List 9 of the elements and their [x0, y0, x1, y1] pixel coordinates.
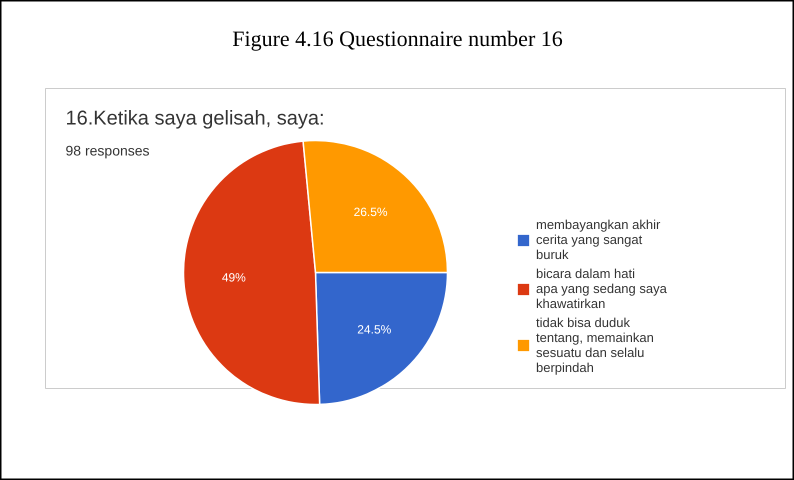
caption: Figure 4.16 Questionnaire number 16 — [232, 26, 563, 51]
chart-title: 16.Ketika saya gelisah, saya: — [66, 108, 325, 130]
data-label: 26.5% — [354, 204, 388, 219]
data-label: 24.5% — [357, 322, 392, 336]
legend-label: bicara dalam hati apa yang sedang saya khawatirkan — [536, 266, 667, 311]
data-label: 49% — [222, 270, 246, 285]
legend-label: tidak bisa duduk tentang, memainkan sesuatu dan selalu berpindah — [536, 315, 654, 375]
legend-label: membayangkan akhir cerita yang sangat buruk — [536, 217, 660, 262]
chart-subtitle: 98 responses — [66, 142, 150, 158]
